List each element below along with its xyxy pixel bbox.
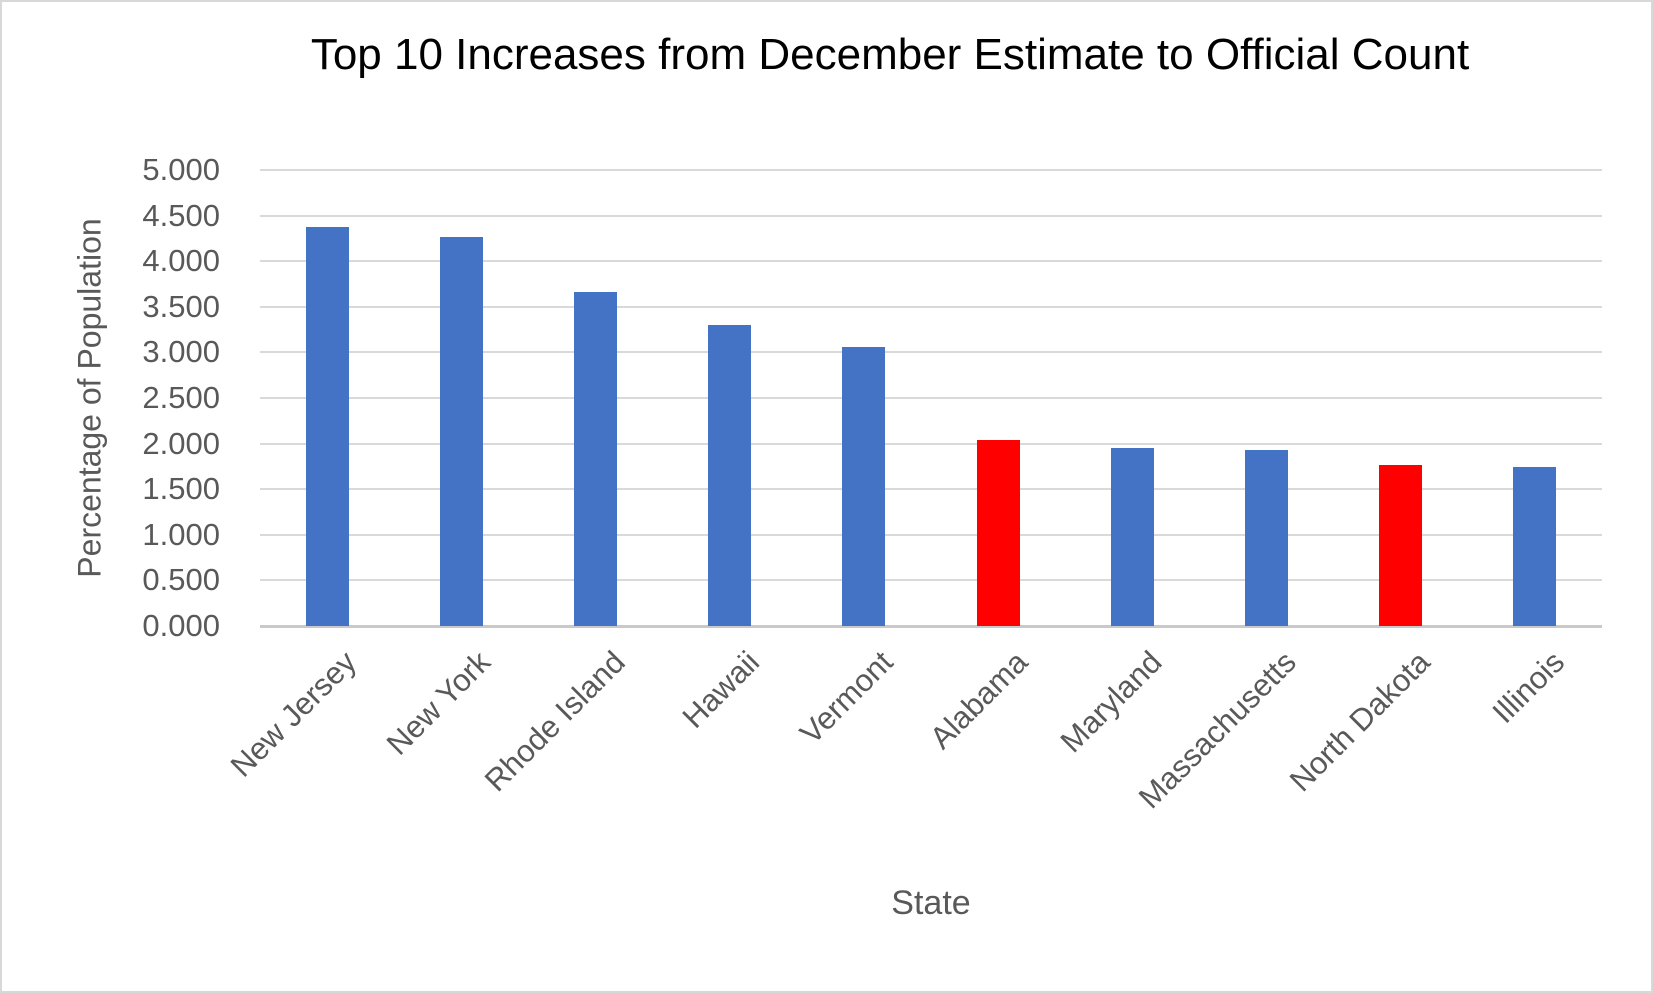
x-tick-label-rhode-island: Rhode Island [477,644,632,799]
bar-rhode-island [574,292,617,626]
y-gridline [260,579,1602,582]
y-gridline [260,351,1602,354]
y-tick-label: 2.000 [142,425,220,461]
x-tick-label-illinois: Illinois [1485,644,1571,730]
plot-area [260,169,1602,628]
y-tick-label: 4.500 [142,197,220,233]
y-gridline [260,397,1602,399]
y-gridline [260,305,1602,308]
y-tick-label: 5.000 [142,152,220,187]
y-axis-title: Percentage of Population [71,218,108,578]
y-tick-label: 3.500 [142,288,220,324]
bar-new-york [439,237,483,626]
x-tick-label-vermont: Vermont [793,644,900,751]
y-tick-label: 3.000 [142,334,220,370]
bar-maryland [1110,448,1154,626]
x-tick-label-new-york: New York [379,644,498,762]
bar-north-dakota [1379,465,1423,626]
bar-alabama [976,440,1020,626]
x-axis-title: State [891,884,971,922]
y-gridline [260,533,1602,536]
bar-new-jersey [305,227,349,626]
x-tick-label-maryland: Maryland [1053,644,1169,760]
bar-hawaii [708,325,752,626]
x-axis-line [260,625,1602,628]
y-tick-label: 0.000 [142,608,220,643]
x-tick-label-new-jersey: New Jersey [223,644,364,784]
bar-vermont [842,347,886,626]
y-gridline [260,488,1602,491]
y-tick-label: 1.000 [142,516,220,552]
y-gridline [260,169,1602,171]
y-tick-label: 4.000 [142,243,220,279]
y-gridline [260,260,1602,263]
x-tick-label-alabama: Alabama [922,644,1035,756]
y-gridline [260,214,1602,217]
x-tick-label-hawaii: Hawaii [675,644,766,735]
y-tick-label: 1.500 [142,471,220,507]
bar-illinois [1513,467,1557,626]
bar-massachusetts [1245,450,1288,626]
y-gridline [260,442,1602,445]
y-tick-label: 0.500 [142,562,220,598]
x-tick-label-north-dakota: North Dakota [1282,644,1437,799]
y-tick-label: 2.500 [142,380,220,415]
chart-title: Top 10 Increases from December Estimate … [310,30,1470,79]
